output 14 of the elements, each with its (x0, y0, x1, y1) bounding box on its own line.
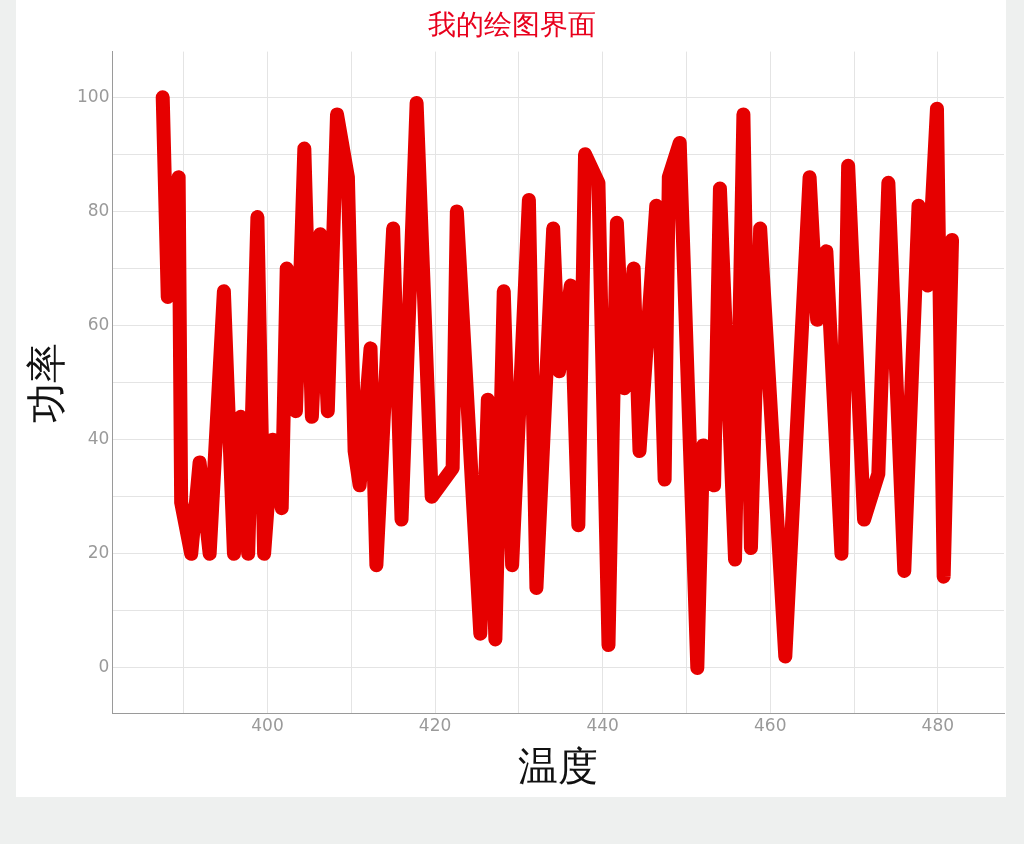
x-tick-label: 480 (921, 715, 955, 736)
y-tick-label: 80 (87, 199, 110, 220)
chart-title: 我的绘图界面 (428, 8, 596, 42)
y-tick-label: 100 (76, 85, 110, 106)
x-tick-label: 440 (586, 715, 619, 736)
x-axis-title: 温度 (518, 743, 599, 790)
y-axis-title: 功率 (23, 342, 70, 423)
y-tick-label: 60 (87, 313, 110, 334)
y-tick-label: 0 (98, 656, 110, 677)
y-tick-label: 20 (87, 542, 110, 563)
x-tick-label: 400 (251, 715, 284, 736)
y-tick-label: 40 (87, 428, 110, 449)
x-tick-label: 460 (753, 715, 787, 736)
x-tick-label: 420 (418, 715, 452, 736)
